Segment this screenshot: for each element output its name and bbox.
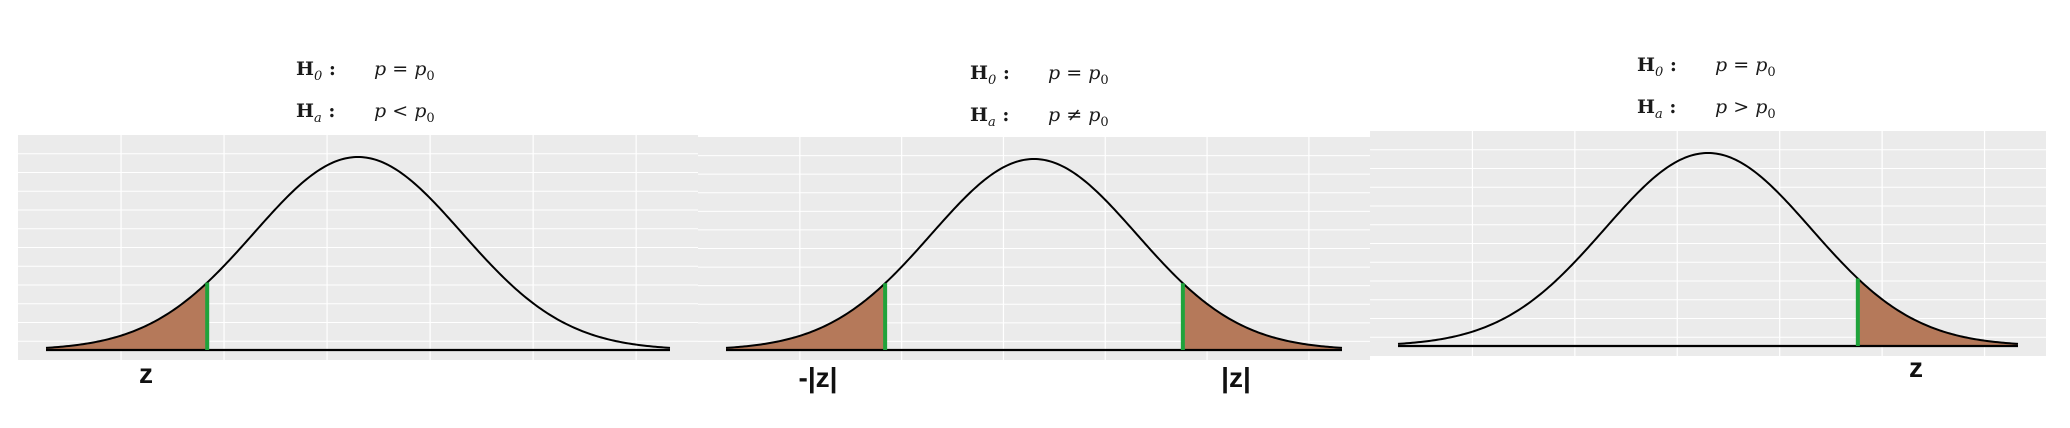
null-hypothesis: H0 : p = p0 xyxy=(970,62,1109,88)
right-tail-area xyxy=(1857,278,2018,346)
z-label: z xyxy=(1909,352,1923,383)
normal-curve xyxy=(45,155,671,349)
distribution-plot xyxy=(698,137,1370,360)
normal-curve xyxy=(1397,151,2019,345)
left-tail-area xyxy=(46,283,208,350)
distribution-plot xyxy=(1370,131,2046,356)
null-hypothesis: H0 : p = p0 xyxy=(296,58,435,84)
null-hypothesis: H0 : p = p0 xyxy=(1637,54,1776,80)
left-tail-area xyxy=(726,284,886,350)
distribution-plot xyxy=(18,135,698,360)
normal-curve xyxy=(725,157,1343,349)
neg-abs-z-label: -|z| xyxy=(798,362,838,393)
z-label: z xyxy=(139,358,153,389)
alternative-hypothesis: Ha : p ≠ p0 xyxy=(970,104,1109,130)
right-tail-area xyxy=(1182,283,1342,350)
alternative-hypothesis: Ha : p > p0 xyxy=(1637,96,1776,122)
alternative-hypothesis: Ha : p < p0 xyxy=(296,100,435,126)
abs-z-label: |z| xyxy=(1221,362,1251,393)
